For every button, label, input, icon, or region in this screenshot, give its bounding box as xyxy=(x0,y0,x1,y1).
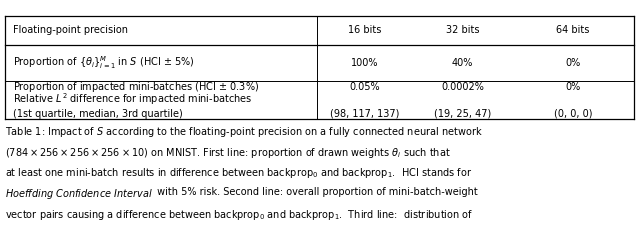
Text: with 5% risk. Second line: overall proportion of mini-batch-weight: with 5% risk. Second line: overall propo… xyxy=(154,187,477,197)
Text: Proportion of impacted mini-batches (HCI $\pm$ 0.3%): Proportion of impacted mini-batches (HCI… xyxy=(13,80,259,94)
Text: 100%: 100% xyxy=(351,58,378,68)
Text: Floating-point precision: Floating-point precision xyxy=(13,25,128,35)
Text: at least one mini-batch results in difference between backprop$_0$ and backprop$: at least one mini-batch results in diffe… xyxy=(5,166,472,180)
Text: 0.0002%: 0.0002% xyxy=(441,82,484,92)
Text: (19, 25, 47): (19, 25, 47) xyxy=(434,108,491,119)
Text: 0%: 0% xyxy=(565,58,580,68)
Text: vector pairs causing a difference between backprop$_0$ and backprop$_1$.  Third : vector pairs causing a difference betwee… xyxy=(5,208,474,222)
Text: 32 bits: 32 bits xyxy=(445,25,479,35)
Text: (98, 117, 137): (98, 117, 137) xyxy=(330,108,399,119)
Text: Proportion of $\{\theta_i\}_{i=1}^{M}$ in $S$ (HCI $\pm$ 5%): Proportion of $\{\theta_i\}_{i=1}^{M}$ i… xyxy=(13,55,195,71)
Text: 16 bits: 16 bits xyxy=(348,25,381,35)
Text: 64 bits: 64 bits xyxy=(556,25,589,35)
Text: 0%: 0% xyxy=(565,82,580,92)
Text: (1st quartile, median, 3rd quartile): (1st quartile, median, 3rd quartile) xyxy=(13,108,182,119)
Text: Table 1: Impact of $S$ according to the floating-point precision on a fully conn: Table 1: Impact of $S$ according to the … xyxy=(5,125,483,139)
Text: $\mathit{Hoeffding\ Confidence\ Interval}$: $\mathit{Hoeffding\ Confidence\ Interval… xyxy=(5,187,153,201)
Text: (0, 0, 0): (0, 0, 0) xyxy=(554,108,592,119)
Text: $(784 \times 256 \times 256 \times 256 \times 10)$ on MNIST. First line: proport: $(784 \times 256 \times 256 \times 256 \… xyxy=(5,146,451,160)
Text: 0.05%: 0.05% xyxy=(349,82,380,92)
Text: Relative $L^2$ difference for impacted mini-batches: Relative $L^2$ difference for impacted m… xyxy=(13,92,252,107)
Text: 40%: 40% xyxy=(452,58,473,68)
